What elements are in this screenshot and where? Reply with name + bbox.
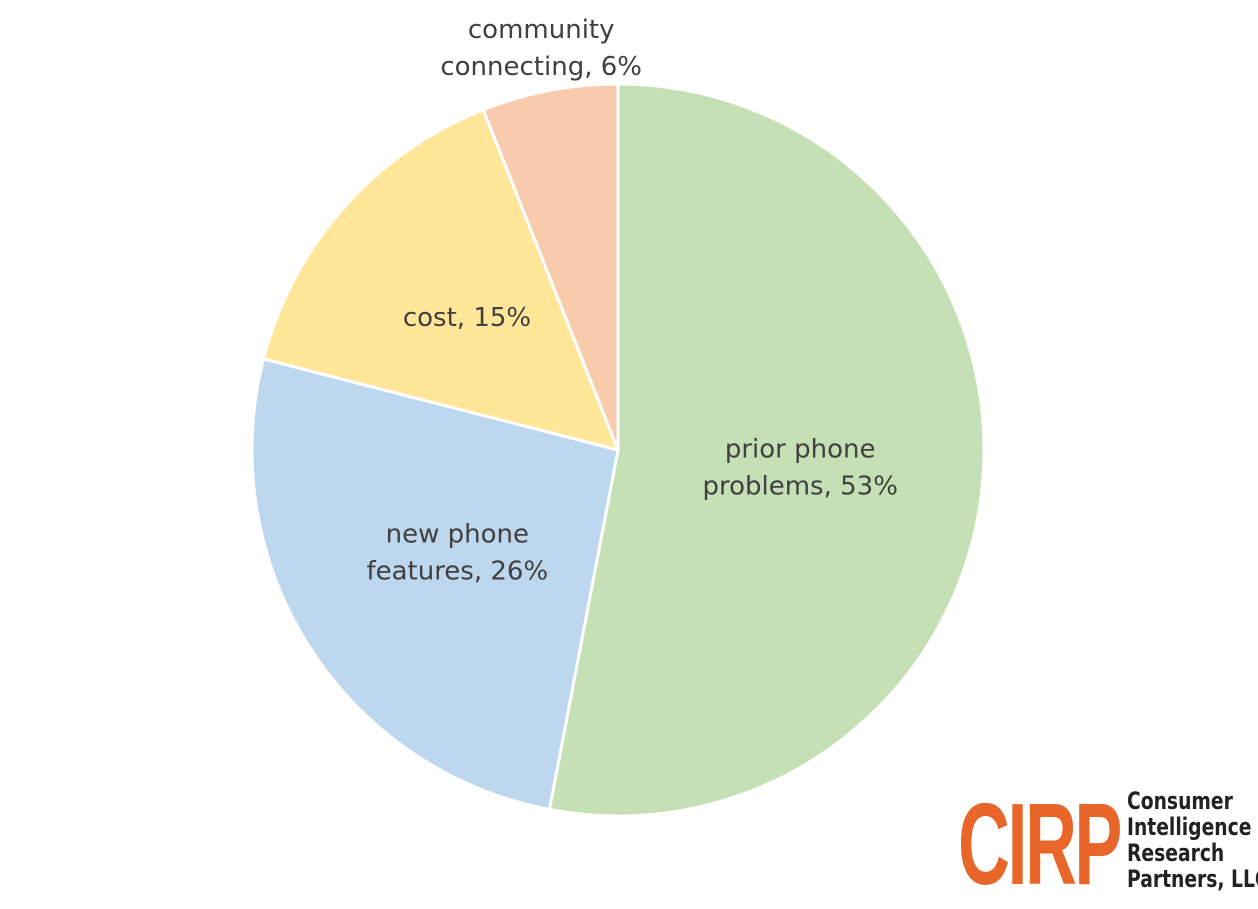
slice-label-line: connecting, 6% [440,52,642,82]
slice-label-line: problems, 53% [702,472,897,502]
slice-label: cost, 15% [403,303,531,333]
logo-name-line: Intelligence [1127,813,1252,841]
slice-label-line: features, 26% [366,556,548,586]
logo-name-line: Partners, LLC [1127,865,1258,893]
logo-name-line: Research [1127,839,1225,867]
slice-label-line: community [468,15,615,45]
pie-slice [261,107,621,453]
pie-labels: prior phone problems, 53% new phone feature… [366,15,897,587]
logo-mark: CIRP [958,779,1122,909]
slice-label-line: prior phone [725,435,876,465]
pie-slices [250,82,986,818]
slice-label: new phone features, 26% [366,519,548,586]
pie-slice [547,82,986,818]
logo-company-name: Consumer Intelligence Research Partners,… [1127,788,1258,892]
slice-label-line: cost, 15% [403,303,531,333]
slice-label: community connecting, 6% [440,15,642,82]
logo-name-line: Consumer [1127,787,1233,815]
slice-label-line: new phone [386,519,529,549]
pie-slice [250,357,620,812]
slice-label: prior phone problems, 53% [702,435,897,502]
cirp-logo: CIRP Consumer Intelligence Research Part… [958,786,1258,902]
pie-slice [481,82,620,451]
